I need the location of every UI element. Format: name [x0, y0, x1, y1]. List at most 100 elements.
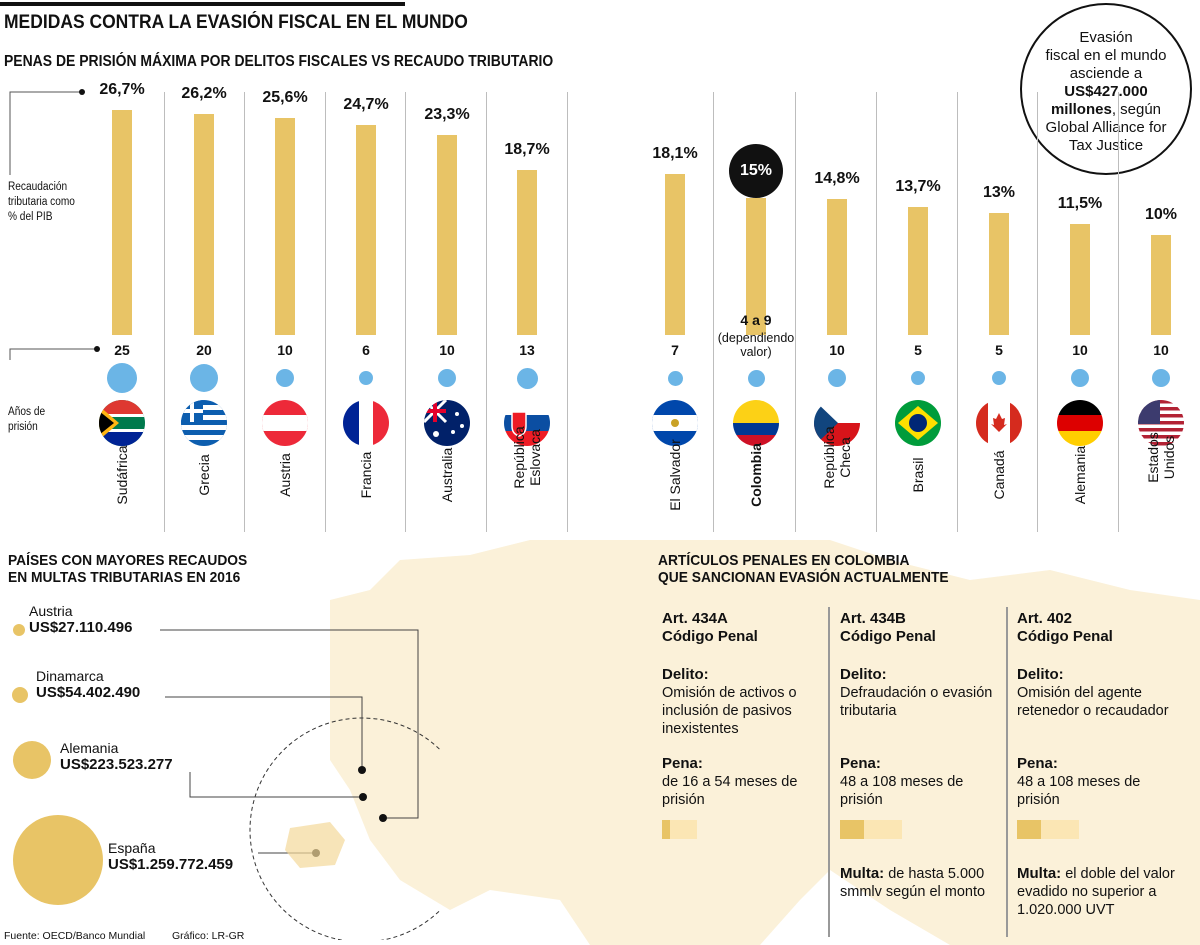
fine-amount: US$1.259.772.459 [108, 856, 234, 873]
years-circle [911, 371, 925, 385]
article-code: Código Penal [840, 628, 936, 645]
callout-text: fiscal en el mundo [1045, 47, 1167, 64]
article-number: Art. 402 [1017, 610, 1073, 627]
value-label: 26,7% [99, 81, 145, 99]
bar [194, 113, 214, 335]
column-divider [1118, 92, 1119, 532]
pena-label: Pena: [662, 755, 703, 772]
bar [1151, 235, 1171, 335]
flag-icon [181, 400, 227, 446]
years-label: 10 [277, 342, 293, 358]
delito-text: Omisión del agente retenedor o recaudado… [1017, 685, 1169, 719]
years-label: 7 [671, 342, 679, 358]
value-label: 13% [982, 183, 1016, 201]
article-column: Art. 402 Código Penal Delito: Omisión del … [1017, 610, 1182, 918]
flag-icon [99, 400, 145, 446]
bar [665, 174, 685, 335]
flag-icon [652, 400, 698, 446]
bar [437, 135, 457, 335]
leader-lines [9, 89, 100, 360]
pena-text: de 16 a 54 meses de prisión [662, 774, 798, 808]
callout-bubble: Evasión fiscal en el mundo asciende a US… [1020, 3, 1192, 175]
revenue-axis-label: Recaudación tributaria como % del PIB [8, 181, 75, 223]
country-label: Francia [358, 451, 374, 499]
fines-title: PAÍSES CON MAYORES RECAUDOS EN MULTAS TRI… [8, 552, 248, 586]
value-label: 18,1% [652, 145, 698, 163]
country-label: Austria [277, 453, 293, 497]
years-circle [747, 369, 765, 387]
column-divider [713, 92, 714, 532]
years-circle [1071, 369, 1089, 387]
column-divider [164, 92, 165, 532]
bar [356, 124, 376, 335]
years-circle [107, 363, 137, 393]
years-circle [276, 369, 294, 387]
flag-icon [733, 400, 779, 446]
value-label: 23,3% [424, 106, 470, 124]
callout-text: asciende a [1069, 65, 1143, 82]
pena-range-bar [662, 820, 697, 839]
column-divider [325, 92, 326, 532]
fine-bubble [13, 741, 51, 779]
years-label: 5 [995, 342, 1003, 358]
flag-icon [895, 400, 941, 446]
pena-range-bar [1017, 820, 1079, 839]
years-label: 5 [914, 342, 922, 358]
delito-text: Omisión de activos o inclusión de pasivo… [662, 685, 797, 737]
years-label: 10 [1153, 342, 1169, 358]
years-label: 6 [362, 342, 370, 358]
value-label-highlight: 15% [729, 143, 783, 198]
fine-country: Alemania [60, 740, 119, 756]
article-column: Art. 434A Código Penal Delito: Omisión de … [662, 610, 827, 839]
callout-text: Tax Justice [1068, 137, 1144, 154]
flag-icon [1138, 400, 1184, 446]
flag-icon [814, 400, 860, 446]
years-label: 20 [196, 342, 212, 358]
bar [1070, 223, 1090, 335]
years-axis-label: Años de prisión [8, 406, 46, 433]
value-label: 24,7% [343, 95, 389, 113]
pena-text: 48 a 108 meses de prisión [840, 774, 964, 808]
column-divider [876, 92, 877, 532]
column-divider [405, 92, 406, 532]
delito-label: Delito: [840, 666, 887, 683]
delito-text: Defraudación o evasión tributaria [840, 685, 993, 719]
country-label: Brasil [910, 457, 926, 493]
years-label: 13 [519, 342, 535, 358]
country-label: Alemania [1072, 445, 1088, 505]
article-code: Código Penal [1017, 628, 1113, 645]
pena-label: Pena: [1017, 755, 1058, 772]
page-title: MEDIDAS CONTRA LA EVASIÓN FISCAL EN EL M… [4, 12, 468, 33]
fine-bubble [12, 687, 28, 703]
callout-text: Global Alliance for [1045, 119, 1167, 136]
country-label: El Salvador [667, 439, 683, 511]
country-label: Colombia [748, 443, 764, 507]
callout-amount: US$427.000 [1064, 83, 1148, 100]
country-label: República Checa [821, 426, 853, 489]
pena-range-bar [840, 820, 902, 839]
flag-icon [343, 400, 389, 446]
bar [827, 199, 847, 335]
column-divider [795, 92, 796, 532]
fines-leaders [160, 629, 440, 940]
fine-country: Dinamarca [36, 668, 104, 684]
flag-icon [424, 400, 470, 446]
fine-item: España US$1.259.772.459 [108, 840, 233, 873]
article-number: Art. 434A [662, 610, 728, 627]
value-label: 26,2% [181, 84, 227, 102]
fine-item: Alemania US$223.523.277 [60, 740, 173, 773]
years-circle [828, 369, 846, 387]
fine-country: Austria [29, 603, 73, 619]
top-rule [0, 2, 405, 6]
article-number: Art. 434B [840, 610, 906, 627]
country-label: Grecia [196, 454, 212, 496]
source-note: Fuente: OECD/Banco Mundial [4, 930, 146, 942]
bar [989, 212, 1009, 335]
column-divider [1006, 607, 1008, 937]
country-label: Canadá [991, 450, 1007, 500]
articles-title: ARTÍCULOS PENALES EN COLOMBIA QUE SANCION… [658, 552, 949, 586]
article-column: Art. 434B Código Penal Delito: Defraudació… [840, 610, 1005, 900]
fine-bubble [13, 624, 25, 636]
pena-label: Pena: [840, 755, 881, 772]
years-label: 10 [1072, 342, 1088, 358]
